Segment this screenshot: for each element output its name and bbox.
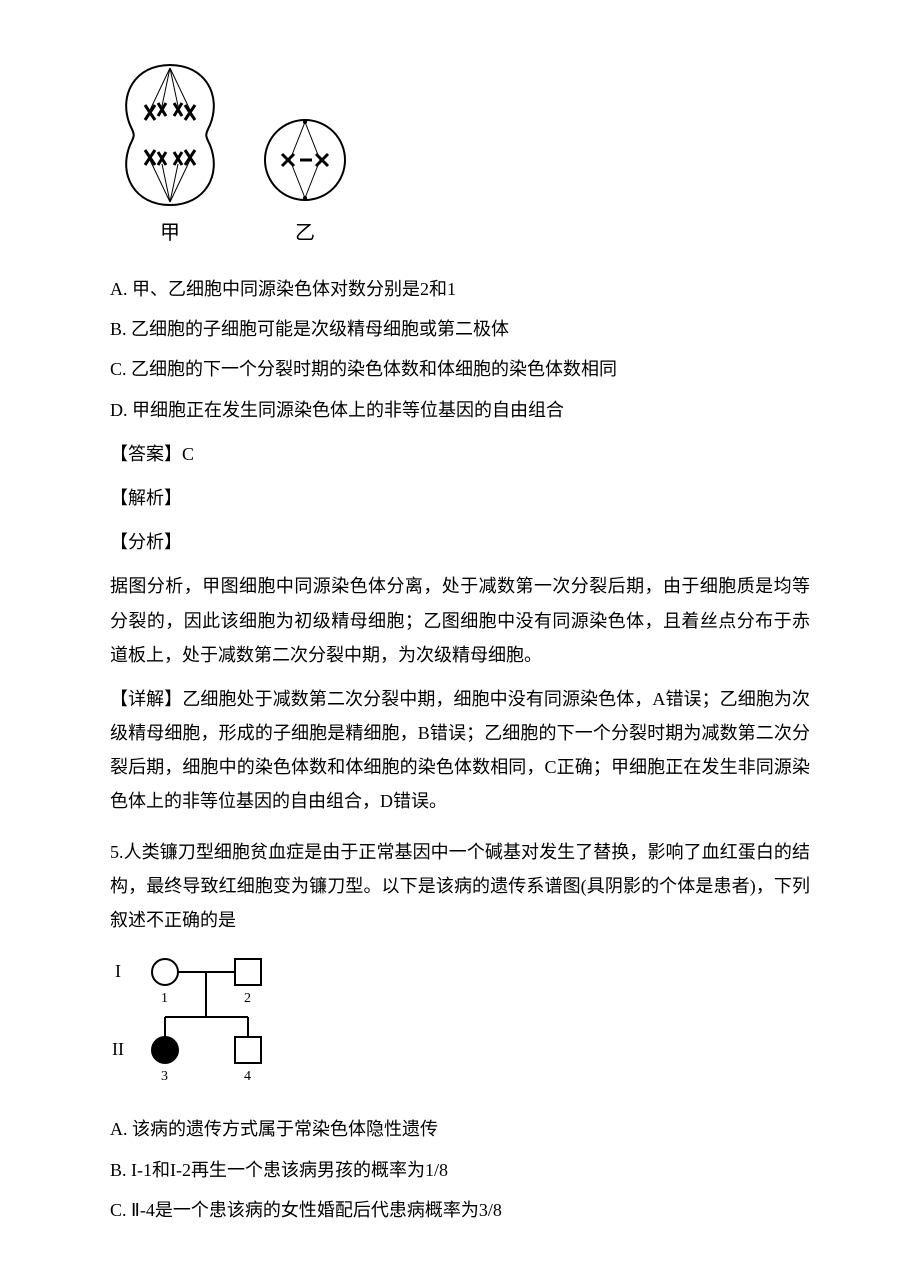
q5-block: 5.人类镰刀型细胞贫血症是由于正常基因中一个碱基对发生了替换，影响了血红蛋白的结…	[110, 835, 810, 1227]
page: 甲 乙 A. 甲、乙细胞中同源染色体对数分别是2和1 B. 乙细胞的子细胞	[0, 0, 920, 1273]
q4-option-a: A. 甲、乙细胞中同源染色体对数分别是2和1	[110, 272, 810, 306]
gen2-label: II	[112, 1039, 124, 1059]
q4-analysis-sub: 【分析】	[110, 525, 810, 559]
q4-detail-body: 【详解】乙细胞处于减数第二次分裂中期，细胞中没有同源染色体，A错误；乙细胞为次级…	[110, 682, 810, 819]
i1-num: 1	[161, 991, 168, 1006]
q4-analysis-body: 据图分析，甲图细胞中同源染色体分离，处于减数第一次分裂后期，由于细胞质是均等分裂…	[110, 569, 810, 672]
q4-option-c: C. 乙细胞的下一个分裂时期的染色体数和体细胞的染色体数相同	[110, 352, 810, 386]
ii3-num: 3	[161, 1069, 168, 1084]
q4-option-b: B. 乙细胞的子细胞可能是次级精母细胞或第二极体	[110, 312, 810, 346]
i2-num: 2	[244, 991, 251, 1006]
figure-cell-yi: 乙	[260, 110, 350, 252]
q5-stem: 5.人类镰刀型细胞贫血症是由于正常基因中一个碱基对发生了替换，影响了血红蛋白的结…	[110, 835, 810, 938]
pedigree-svg: I 1 2 II 3 4	[110, 947, 300, 1087]
q4-option-d: D. 甲细胞正在发生同源染色体上的非等位基因的自由组合	[110, 393, 810, 427]
cell-yi-svg	[260, 110, 350, 210]
q5-option-a: A. 该病的遗传方式属于常染色体隐性遗传	[110, 1112, 810, 1146]
q5-option-c: C. Ⅱ-4是一个患该病的女性婚配后代患病概率为3/8	[110, 1193, 810, 1227]
q4-analysis-tag: 【解析】	[110, 481, 810, 515]
figure-meiosis-cells: 甲 乙	[110, 60, 810, 252]
cell-jia-svg	[110, 60, 230, 210]
q5-option-b: B. I-1和I-2再生一个患该病男孩的概率为1/8	[110, 1153, 810, 1187]
q5-pedigree: I 1 2 II 3 4	[110, 947, 810, 1098]
ii4-num: 4	[244, 1069, 251, 1084]
q4-answer: 【答案】C	[110, 437, 810, 471]
gen1-label: I	[115, 961, 121, 981]
figure-label-jia: 甲	[160, 214, 180, 252]
figure-label-yi: 乙	[295, 214, 315, 252]
figure-cell-jia: 甲	[110, 60, 230, 252]
